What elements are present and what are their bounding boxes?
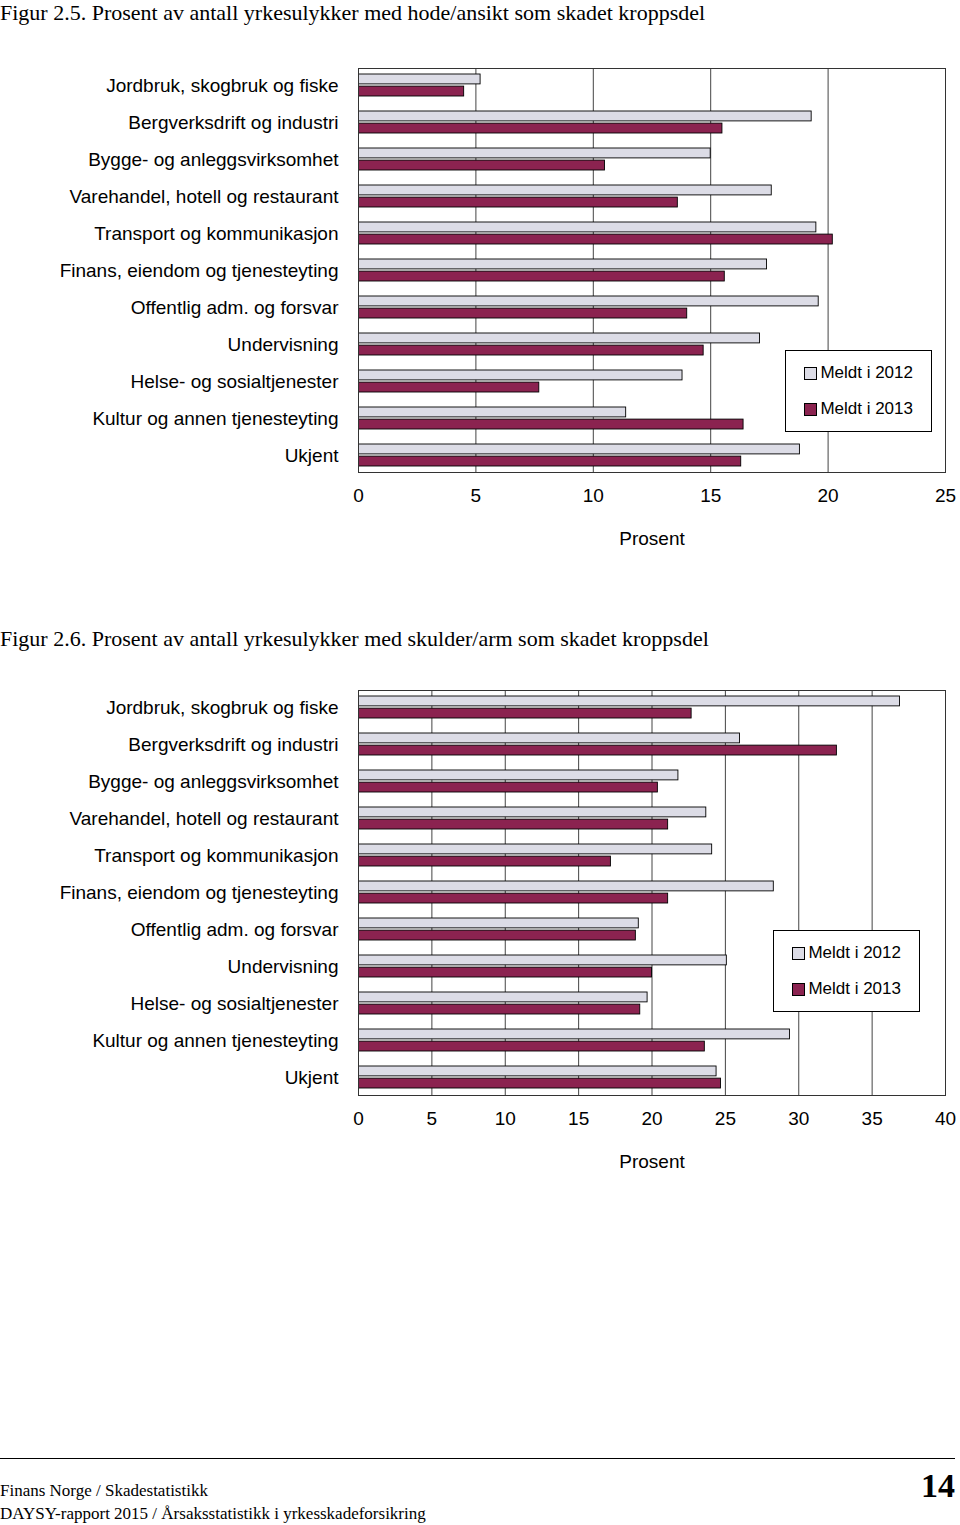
- html-text:DAYSY-rapport 2015 / Årsakssta: DAYSY-rapport 2015 / Årsaksstatistikk i …: [0, 1504, 426, 1523]
- svg-text:Kultur og annen tjenesteyting: Kultur og annen tjenesteyting: [92, 1030, 338, 1051]
- html-text:Figur 2.6. Prosent av antall y: Figur 2.6. Prosent av antall yrkesulykke…: [0, 626, 709, 651]
- svg-text:Finans, eiendom og tjenesteyti: Finans, eiendom og tjenesteyting: [60, 260, 339, 281]
- svg-text:Helse- og sosialtjenester: Helse- og sosialtjenester: [130, 371, 339, 392]
- svg-text:35: 35: [862, 1108, 883, 1129]
- svg-text:5: 5: [471, 485, 482, 506]
- svg-text:40: 40: [935, 1108, 956, 1129]
- svg-text:Varehandel, hotell og restaura: Varehandel, hotell og restaurant: [70, 808, 340, 829]
- svg-text:20: 20: [818, 485, 839, 506]
- svg-text:15: 15: [700, 485, 721, 506]
- svg-text:0: 0: [353, 1108, 364, 1129]
- svg-text:25: 25: [715, 1108, 736, 1129]
- html-text:Meldt i 2013: Meldt i 2013: [820, 399, 913, 418]
- svg-text:Bergverksdrift og industri: Bergverksdrift og industri: [128, 734, 338, 755]
- svg-text:15: 15: [568, 1108, 589, 1129]
- svg-text:10: 10: [495, 1108, 516, 1129]
- svg-text:Varehandel, hotell og restaura: Varehandel, hotell og restaurant: [70, 186, 340, 207]
- svg-text:30: 30: [788, 1108, 809, 1129]
- svg-text:Transport og kommunikasjon: Transport og kommunikasjon: [94, 845, 338, 866]
- svg-text:0: 0: [353, 485, 364, 506]
- svg-text:Bygge- og anleggsvirksomhet: Bygge- og anleggsvirksomhet: [88, 771, 339, 792]
- svg-text:Transport og kommunikasjon: Transport og kommunikasjon: [94, 223, 338, 244]
- svg-text:Ukjent: Ukjent: [285, 445, 340, 466]
- svg-text:Prosent: Prosent: [619, 1151, 685, 1172]
- svg-text:Undervisning: Undervisning: [228, 956, 339, 977]
- svg-text:Bygge- og anleggsvirksomhet: Bygge- og anleggsvirksomhet: [88, 149, 339, 170]
- svg-text:Bergverksdrift og industri: Bergverksdrift og industri: [128, 112, 338, 133]
- html-text:Figur 2.5. Prosent av antall y: Figur 2.5. Prosent av antall yrkesulykke…: [0, 0, 706, 25]
- svg-text:Undervisning: Undervisning: [228, 334, 339, 355]
- svg-text:25: 25: [935, 485, 956, 506]
- svg-text:Offentlig adm. og forsvar: Offentlig adm. og forsvar: [131, 297, 339, 318]
- html-text:Meldt i 2013: Meldt i 2013: [808, 979, 901, 998]
- html-text:Finans Norge / Skadestatistikk: Finans Norge / Skadestatistikk: [0, 1481, 208, 1500]
- svg-text:Jordbruk, skogbruk og fiske: Jordbruk, skogbruk og fiske: [106, 697, 338, 718]
- svg-text:Ukjent: Ukjent: [285, 1067, 340, 1088]
- html-text:14: 14: [921, 1467, 955, 1504]
- svg-text:Prosent: Prosent: [619, 528, 685, 549]
- svg-text:Jordbruk, skogbruk og fiske: Jordbruk, skogbruk og fiske: [106, 75, 338, 96]
- svg-text:5: 5: [427, 1108, 438, 1129]
- svg-text:Kultur og annen tjenesteyting: Kultur og annen tjenesteyting: [92, 408, 338, 429]
- svg-text:20: 20: [641, 1108, 662, 1129]
- html-text:Meldt i 2012: Meldt i 2012: [820, 363, 913, 382]
- html-text:Meldt i 2012: Meldt i 2012: [808, 943, 901, 962]
- svg-text:Helse- og sosialtjenester: Helse- og sosialtjenester: [130, 993, 339, 1014]
- svg-text:10: 10: [583, 485, 604, 506]
- svg-text:Offentlig adm. og forsvar: Offentlig adm. og forsvar: [131, 919, 339, 940]
- svg-text:Finans, eiendom og tjenesteyti: Finans, eiendom og tjenesteyting: [60, 882, 339, 903]
